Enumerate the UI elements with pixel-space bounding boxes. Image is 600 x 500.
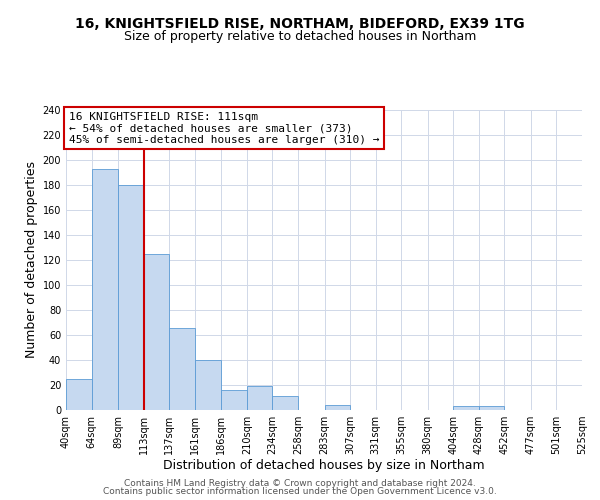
Bar [247, 386, 272, 410]
Text: Contains public sector information licensed under the Open Government Licence v3: Contains public sector information licen… [103, 487, 497, 496]
Bar [325, 405, 350, 410]
Bar [92, 169, 118, 410]
Text: Contains HM Land Registry data © Crown copyright and database right 2024.: Contains HM Land Registry data © Crown c… [124, 478, 476, 488]
Bar [195, 360, 221, 410]
Text: 16, KNIGHTSFIELD RISE, NORTHAM, BIDEFORD, EX39 1TG: 16, KNIGHTSFIELD RISE, NORTHAM, BIDEFORD… [75, 18, 525, 32]
Text: Size of property relative to detached houses in Northam: Size of property relative to detached ho… [124, 30, 476, 43]
Bar [118, 185, 143, 410]
Bar [143, 254, 169, 410]
Bar [221, 390, 247, 410]
Bar [272, 396, 298, 410]
Bar [169, 328, 195, 410]
Text: 16 KNIGHTSFIELD RISE: 111sqm
← 54% of detached houses are smaller (373)
45% of s: 16 KNIGHTSFIELD RISE: 111sqm ← 54% of de… [68, 112, 379, 144]
X-axis label: Distribution of detached houses by size in Northam: Distribution of detached houses by size … [163, 458, 485, 471]
Bar [453, 406, 479, 410]
Bar [66, 379, 92, 410]
Bar [479, 406, 505, 410]
Y-axis label: Number of detached properties: Number of detached properties [25, 162, 38, 358]
